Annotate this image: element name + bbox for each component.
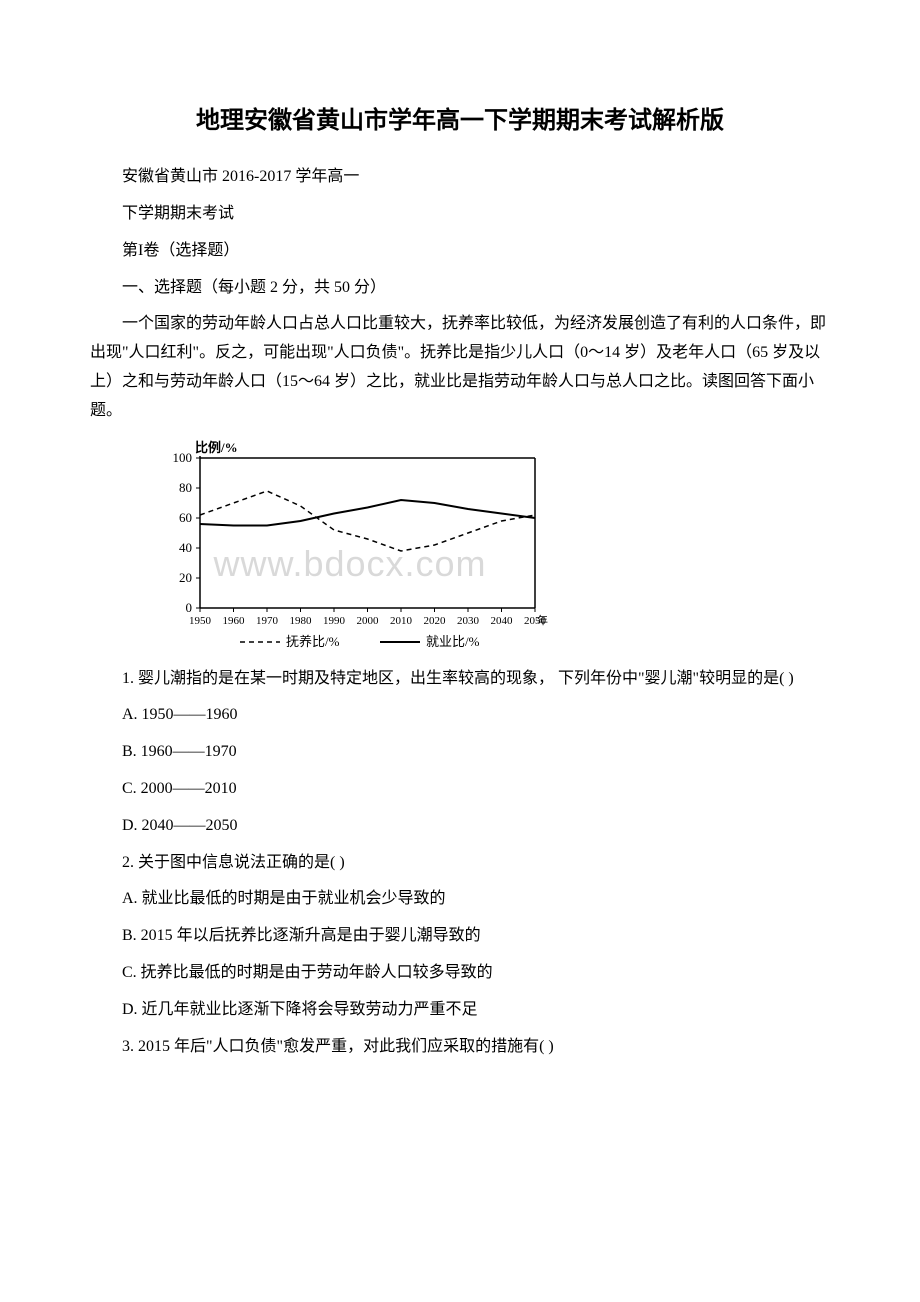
q3-stem: 3. 2015 年后"人口负债"愈发严重，对此我们应采取的措施有( ) [90,1033,830,1062]
q1-option-c: C. 2000——2010 [90,775,830,804]
passage-text: 一个国家的劳动年龄人口占总人口比重较大，抚养率比较低，为经济发展创造了有利的人口… [90,310,830,425]
intro-line-3: 第I卷（选择题） [90,237,830,266]
svg-text:2030: 2030 [457,615,480,627]
q2-option-b: B. 2015 年以后抚养比逐渐升高是由于婴儿潮导致的 [90,922,830,951]
chart-figure: www.bdocx.com 比例/%0204060801001950196019… [150,438,550,653]
q2-option-a: A. 就业比最低的时期是由于就业机会少导致的 [90,885,830,914]
svg-text:60: 60 [179,510,192,525]
svg-text:1990: 1990 [323,615,346,627]
page-title: 地理安徽省黄山市学年高一下学期期末考试解析版 [90,100,830,143]
svg-text:抚养比/%: 抚养比/% [286,634,340,649]
svg-text:比例/%: 比例/% [195,440,238,455]
svg-text:1980: 1980 [290,615,313,627]
q1-option-b: B. 1960——1970 [90,738,830,767]
q2-stem: 2. 关于图中信息说法正确的是( ) [90,849,830,878]
svg-text:1970: 1970 [256,615,279,627]
svg-text:20: 20 [179,570,192,585]
svg-text:40: 40 [179,540,192,555]
svg-text:2040: 2040 [491,615,514,627]
q2-option-c: C. 抚养比最低的时期是由于劳动年龄人口较多导致的 [90,959,830,988]
q2-option-d: D. 近几年就业比逐渐下降将会导致劳动力严重不足 [90,996,830,1025]
svg-text:1950: 1950 [189,615,212,627]
intro-line-1: 安徽省黄山市 2016-2017 学年高一 [90,163,830,192]
svg-text:就业比/%: 就业比/% [426,634,480,649]
svg-text:2000: 2000 [357,615,380,627]
svg-text:2020: 2020 [424,615,447,627]
svg-text:1960: 1960 [223,615,246,627]
intro-line-2: 下学期期末考试 [90,200,830,229]
intro-line-4: 一、选择题（每小题 2 分，共 50 分） [90,274,830,303]
svg-text:80: 80 [179,480,192,495]
q1-option-d: D. 2040——2050 [90,812,830,841]
svg-text:0: 0 [186,600,193,615]
svg-text:100: 100 [173,450,193,465]
q1-stem: 1. 婴儿潮指的是在某一时期及特定地区，出生率较高的现象， 下列年份中"婴儿潮"… [90,665,830,694]
q1-option-a: A. 1950——1960 [90,701,830,730]
svg-text:2010: 2010 [390,615,413,627]
svg-text:年: 年 [537,613,548,627]
chart-svg: 比例/%020406080100195019601970198019902000… [150,438,550,653]
